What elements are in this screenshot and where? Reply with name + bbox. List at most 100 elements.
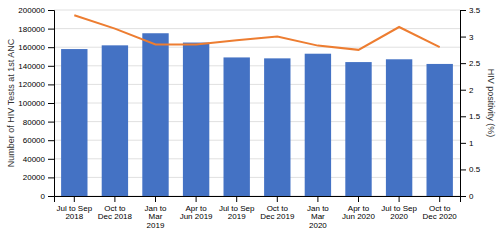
tick: 100000 — [18, 99, 54, 108]
tick: 1 — [460, 139, 474, 148]
tick-label: 140000 — [18, 62, 45, 71]
tick: Jul to Sep2019 — [219, 196, 255, 221]
bar — [427, 64, 453, 196]
tick-label: 3.5 — [469, 6, 481, 15]
tick-mark — [460, 169, 466, 170]
tick-label: Jul to Sep2019 — [219, 204, 255, 222]
tick-mark — [48, 159, 54, 160]
chart: 0 20000 40000 60000 80000 100000 120000 140000 1… — [0, 0, 500, 236]
line — [74, 15, 439, 50]
bar — [183, 43, 209, 196]
tick: Apr toJun 2020 — [342, 196, 375, 221]
tick-mark — [48, 10, 54, 11]
tick-label: 120000 — [18, 80, 45, 89]
tick-mark — [277, 196, 278, 202]
tick-mark — [48, 122, 54, 123]
y2-axis-title: HIV positivity (%) — [486, 69, 496, 138]
tick-label: 1 — [469, 139, 474, 148]
tick-label: Oct toDec 2019 — [260, 204, 295, 222]
tick-mark — [460, 63, 466, 64]
tick: 3 — [460, 33, 474, 42]
bar — [102, 45, 128, 196]
tick-mark — [48, 66, 54, 67]
grid-line — [54, 10, 460, 11]
tick: 0.5 — [460, 165, 481, 174]
y-axis: 0 20000 40000 60000 80000 100000 120000 140000 1… — [18, 6, 54, 201]
tick-label: 0 — [41, 192, 46, 201]
tick: Jan toMar2019 — [145, 196, 167, 230]
tick-label: Jul to Sep2018 — [57, 204, 93, 222]
tick: 0 — [41, 192, 54, 201]
tick: 0 — [460, 192, 474, 201]
tick: Apr toJun 2019 — [180, 196, 213, 221]
x-axis: Jul to Sep2018 Oct toDec 2018 Jan toMar201… — [55, 196, 461, 230]
tick-label: 60000 — [23, 136, 46, 145]
tick-mark — [48, 140, 54, 141]
tick-mark — [236, 196, 237, 202]
bar — [61, 49, 87, 196]
tick-mark — [48, 196, 54, 197]
tick-label: 0 — [469, 192, 474, 201]
tick: 60000 — [23, 136, 54, 145]
tick: 80000 — [23, 118, 54, 127]
tick: 1.5 — [460, 112, 481, 121]
tick-mark — [460, 143, 466, 144]
tick: Oct toDec 2020 — [423, 196, 458, 221]
tick: 40000 — [23, 155, 54, 164]
bar — [142, 33, 168, 196]
tick-label: 160000 — [18, 43, 45, 52]
tick: Jan toMar2020 — [307, 196, 329, 230]
bar — [305, 54, 331, 196]
bar — [264, 58, 290, 196]
axis-line — [48, 11, 55, 197]
tick-mark — [196, 196, 197, 202]
tick-label: Oct toDec 2020 — [423, 204, 458, 222]
grid — [54, 10, 460, 196]
tick: Jul to Sep2018 — [57, 196, 93, 221]
tick: Oct toDec 2019 — [260, 196, 295, 221]
tick-label: 180000 — [18, 25, 45, 34]
bar — [386, 59, 412, 196]
tick-mark — [460, 116, 466, 117]
tick-label: Apr toJun 2020 — [342, 204, 375, 222]
y-axis-title: Number of HIV Tests at 1st ANC — [6, 38, 16, 167]
tick-label: Jan toMar2019 — [145, 204, 167, 231]
tick-mark — [48, 103, 54, 104]
tick: 140000 — [18, 62, 54, 71]
tick: 120000 — [18, 80, 54, 89]
tick: 2 — [460, 86, 474, 95]
tick: 2.5 — [460, 59, 481, 68]
tick-label: 2.5 — [469, 59, 481, 68]
tick-label: 3 — [469, 33, 474, 42]
tick: Jul to Sep2020 — [381, 196, 417, 221]
tick-mark — [48, 84, 54, 85]
tick-mark — [48, 177, 54, 178]
tick-label: 2 — [469, 86, 474, 95]
tick-label: Jul to Sep2020 — [381, 204, 417, 222]
tick-mark — [358, 196, 359, 202]
tick-mark — [460, 37, 466, 38]
tick-mark — [460, 90, 466, 91]
bar — [345, 62, 371, 196]
tick-label: 80000 — [23, 118, 46, 127]
tick: 180000 — [18, 25, 54, 34]
tick: Oct toDec 2018 — [98, 196, 133, 221]
tick-mark — [460, 10, 466, 11]
tick-label: 20000 — [23, 173, 46, 182]
tick-label: Jan toMar2020 — [307, 204, 329, 231]
tick-label: Oct toDec 2018 — [98, 204, 133, 222]
tick-mark — [399, 196, 400, 202]
tick: 3.5 — [460, 6, 481, 15]
tick-label: 200000 — [18, 6, 45, 15]
tick-mark — [317, 196, 318, 202]
tick-label: 0.5 — [469, 165, 481, 174]
tick-label: 100000 — [18, 99, 45, 108]
plot: 0 20000 40000 60000 80000 100000 120000 140000 1… — [18, 6, 480, 230]
tick-label: 1.5 — [469, 112, 481, 121]
tick-mark — [48, 47, 54, 48]
marks — [61, 15, 453, 196]
tick: 20000 — [23, 173, 54, 182]
tick-label: 40000 — [23, 155, 46, 164]
tick-mark — [114, 196, 115, 202]
tick: 160000 — [18, 43, 54, 52]
